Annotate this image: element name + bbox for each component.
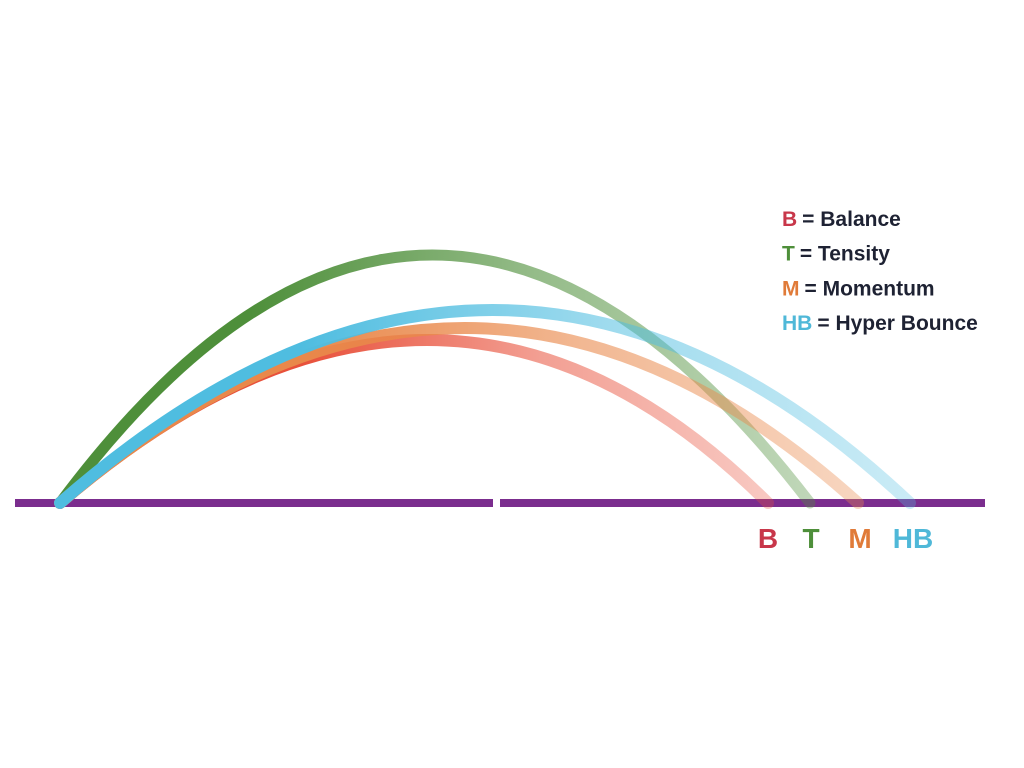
legend-abbr: T: [782, 243, 795, 266]
arc-hyper-bounce: [54, 304, 916, 509]
end-label: HB: [893, 523, 933, 554]
arc-tensity: [54, 249, 816, 509]
legend-abbr: M: [782, 277, 800, 300]
legend-entry: T = Tensity: [782, 243, 890, 266]
legend-text: = Balance: [802, 208, 901, 231]
end-label: T: [802, 523, 819, 554]
end-labels: B T M HB: [758, 523, 933, 554]
legend-entry: M = Momentum: [782, 277, 935, 300]
legend-text: = Momentum: [805, 277, 935, 300]
legend-abbr: B: [782, 208, 797, 231]
legend-abbr: HB: [782, 312, 812, 335]
legend-text: = Hyper Bounce: [817, 312, 977, 335]
legend-entry: HB = Hyper Bounce: [782, 312, 978, 335]
legend-text: = Tensity: [800, 243, 890, 266]
end-label: M: [848, 523, 871, 554]
end-label: B: [758, 523, 778, 554]
legend-entry: B = Balance: [782, 208, 901, 231]
